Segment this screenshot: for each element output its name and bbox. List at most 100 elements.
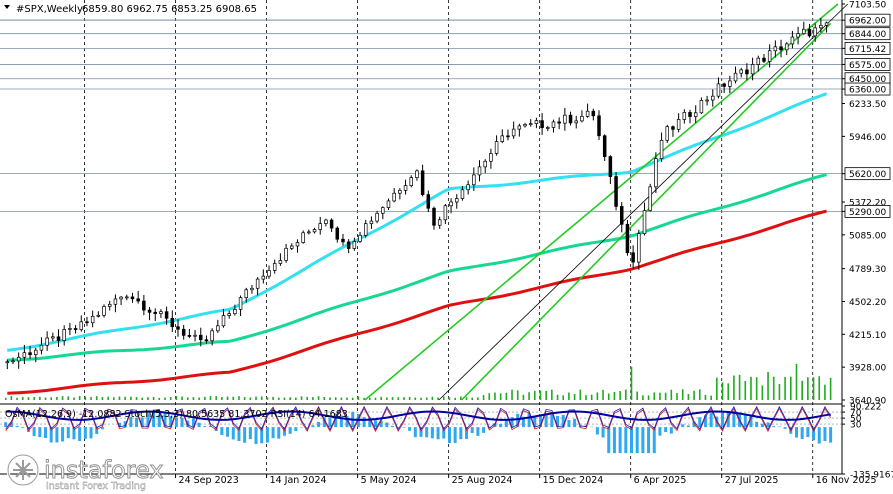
candle-body <box>415 170 419 179</box>
volume-bar <box>323 396 326 400</box>
volume-bar <box>84 396 87 400</box>
osma-bar <box>322 417 326 428</box>
volume-bar <box>488 393 491 400</box>
candle-body <box>551 121 556 128</box>
y-tick-label: 5620.00 <box>849 170 886 180</box>
x-tick-label: 27 Jul 2025 <box>725 475 779 486</box>
volume-bar <box>516 390 519 400</box>
volume-bar <box>425 397 428 400</box>
osma-bar <box>55 427 59 443</box>
osma-bar <box>561 414 565 428</box>
volume-bar <box>437 397 439 400</box>
volume-bar <box>329 397 331 400</box>
candle-body <box>733 72 738 82</box>
osma-bar <box>510 417 514 428</box>
volume-bar <box>664 392 667 400</box>
candle-body <box>130 296 135 300</box>
candle-body <box>244 289 249 298</box>
osma-bar <box>169 416 173 428</box>
osma-bar <box>459 427 463 440</box>
level-tag <box>844 167 891 181</box>
y-tick-label: 4502.20 <box>849 298 886 308</box>
candle-body <box>637 233 641 263</box>
osma-bar <box>95 427 99 435</box>
osma-bar <box>823 427 827 441</box>
osma-bar <box>806 427 810 437</box>
candle-body <box>164 311 169 319</box>
candle-body <box>62 329 66 341</box>
osma-bar <box>44 427 48 438</box>
osma-bar <box>647 427 651 454</box>
osma-bar <box>334 413 338 428</box>
candle-body <box>284 247 288 261</box>
candle-body <box>403 185 408 191</box>
candle-body <box>449 201 453 207</box>
candle-body <box>807 28 812 37</box>
volume-bar <box>482 395 485 400</box>
volume-bar <box>209 396 212 400</box>
osma-bar <box>442 427 446 439</box>
osma-bar <box>140 417 144 428</box>
volume-bar <box>147 397 149 400</box>
candle-body <box>181 328 186 336</box>
osma-bar <box>692 421 696 428</box>
osma-bar <box>385 422 389 428</box>
candle-body <box>398 190 402 194</box>
osma-bar <box>61 427 65 442</box>
osma-bar <box>607 427 611 454</box>
osma-bar <box>521 416 525 428</box>
candle-body <box>619 206 624 225</box>
osma-bar <box>430 427 434 439</box>
ema-line <box>7 92 828 352</box>
candle-body <box>443 205 448 221</box>
candle-body <box>432 207 436 226</box>
volume-bar <box>158 397 161 400</box>
volume-bar <box>198 397 200 400</box>
osma-bar <box>829 427 833 443</box>
volume-bar <box>829 377 832 400</box>
candle-body <box>546 127 550 129</box>
y-tick-label: 5290.00 <box>849 208 886 218</box>
osma-bar <box>9 422 13 428</box>
osma-bar <box>408 427 412 431</box>
volume-bar <box>551 389 553 400</box>
volume-bar <box>295 397 297 400</box>
osma-bar <box>567 420 571 428</box>
osma-bar <box>703 415 707 428</box>
volume-bar <box>670 389 673 400</box>
volume-bar <box>590 394 593 400</box>
volume-bar <box>471 397 474 400</box>
candle-body <box>307 231 311 234</box>
rsi-line <box>5 410 831 421</box>
osma-bar <box>573 418 577 428</box>
osma-bar <box>288 427 292 434</box>
osma-bar <box>203 426 207 428</box>
y-tick-label: 6962.00 <box>849 17 886 27</box>
y-tick-label: 4215.10 <box>849 331 886 341</box>
osma-bar <box>544 413 548 428</box>
candle-body <box>369 220 374 225</box>
osma-bar <box>538 415 542 428</box>
candle-body <box>73 328 78 330</box>
osma-bar <box>482 427 486 433</box>
osma-bar <box>618 427 622 454</box>
level-tag <box>844 27 891 41</box>
volume-bar <box>710 395 712 400</box>
candle-body <box>528 123 533 125</box>
osma-bar <box>21 427 25 428</box>
watermark-brand: instaforex <box>44 456 164 484</box>
candle-body <box>563 114 567 124</box>
volume-bar <box>767 371 769 400</box>
volume-bars <box>4 364 832 400</box>
volume-bar <box>465 397 468 400</box>
osma-bar <box>78 427 82 442</box>
volume-bar <box>807 377 809 400</box>
channel-line <box>364 3 839 401</box>
candle-body <box>136 298 140 302</box>
osma-bar <box>698 417 702 428</box>
candle-body <box>494 141 499 154</box>
volume-bar <box>363 397 365 400</box>
candle-body <box>56 336 61 341</box>
osma-bar <box>373 420 377 428</box>
